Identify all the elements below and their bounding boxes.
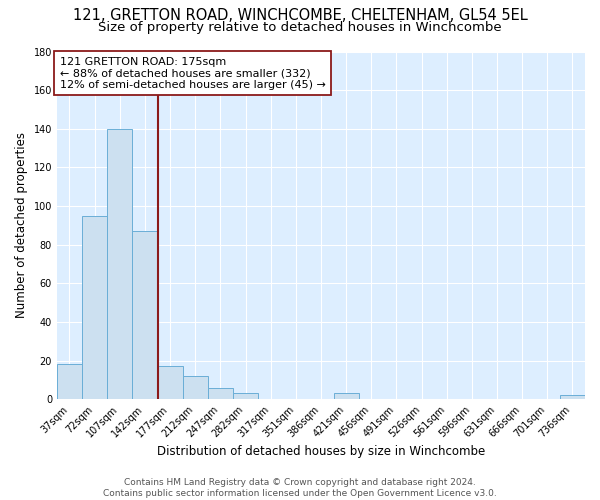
- Bar: [208, 388, 233, 399]
- Bar: [82, 216, 107, 399]
- Bar: [233, 394, 258, 399]
- X-axis label: Distribution of detached houses by size in Winchcombe: Distribution of detached houses by size …: [157, 444, 485, 458]
- Bar: [107, 129, 133, 399]
- Bar: [182, 376, 208, 399]
- Text: 121 GRETTON ROAD: 175sqm
← 88% of detached houses are smaller (332)
12% of semi-: 121 GRETTON ROAD: 175sqm ← 88% of detach…: [59, 56, 325, 90]
- Bar: [158, 366, 182, 399]
- Text: Contains HM Land Registry data © Crown copyright and database right 2024.
Contai: Contains HM Land Registry data © Crown c…: [103, 478, 497, 498]
- Text: Size of property relative to detached houses in Winchcombe: Size of property relative to detached ho…: [98, 21, 502, 34]
- Y-axis label: Number of detached properties: Number of detached properties: [15, 132, 28, 318]
- Bar: [334, 394, 359, 399]
- Bar: [560, 396, 585, 399]
- Bar: [133, 231, 158, 399]
- Bar: [57, 364, 82, 399]
- Text: 121, GRETTON ROAD, WINCHCOMBE, CHELTENHAM, GL54 5EL: 121, GRETTON ROAD, WINCHCOMBE, CHELTENHA…: [73, 8, 527, 22]
